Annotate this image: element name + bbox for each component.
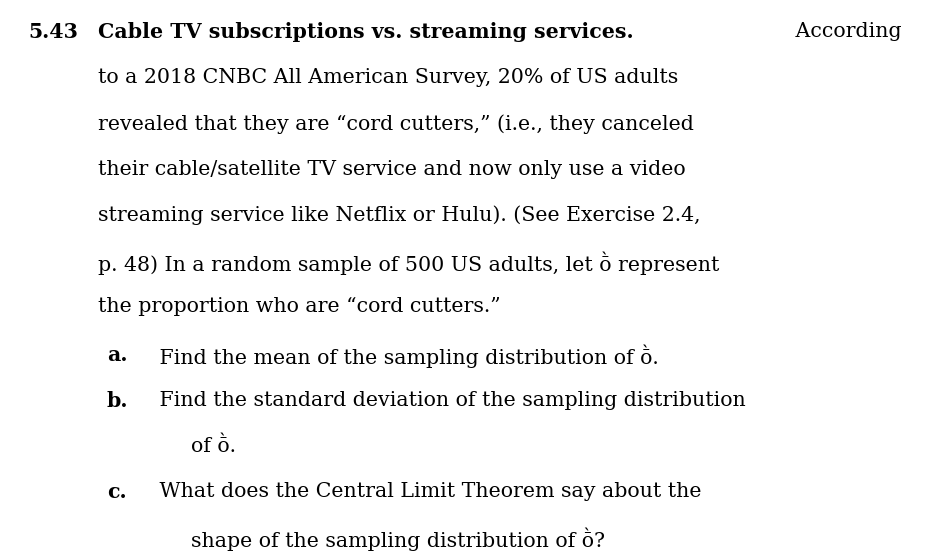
Text: of ṑ.: of ṑ. xyxy=(191,436,235,456)
Text: their cable/satellite TV service and now only use a video: their cable/satellite TV service and now… xyxy=(98,160,685,179)
Text: shape of the sampling distribution of ṑ?: shape of the sampling distribution of ṑ? xyxy=(191,528,604,551)
Text: 5.43: 5.43 xyxy=(28,22,78,42)
Text: p. 48) In a random sample of 500 US adults, let ṑ represent: p. 48) In a random sample of 500 US adul… xyxy=(98,251,719,275)
Text: the proportion who are “cord cutters.”: the proportion who are “cord cutters.” xyxy=(98,297,500,316)
Text: According: According xyxy=(789,22,901,41)
Text: to a 2018 CNBC All American Survey, 20% of US adults: to a 2018 CNBC All American Survey, 20% … xyxy=(98,68,678,87)
Text: What does the Central Limit Theorem say about the: What does the Central Limit Theorem say … xyxy=(153,482,702,501)
Text: revealed that they are “cord cutters,” (i.e., they canceled: revealed that they are “cord cutters,” (… xyxy=(98,114,694,133)
Text: a.: a. xyxy=(107,345,127,365)
Text: streaming service like Netflix or Hulu). (See Exercise 2.4,: streaming service like Netflix or Hulu).… xyxy=(98,205,700,225)
Text: Cable TV subscriptions vs. streaming services.: Cable TV subscriptions vs. streaming ser… xyxy=(98,22,633,42)
Text: c.: c. xyxy=(107,482,126,502)
Text: Find the mean of the sampling distribution of ṑ.: Find the mean of the sampling distributi… xyxy=(153,345,659,368)
Text: Find the standard deviation of the sampling distribution: Find the standard deviation of the sampl… xyxy=(153,391,746,410)
Text: b.: b. xyxy=(107,391,128,411)
